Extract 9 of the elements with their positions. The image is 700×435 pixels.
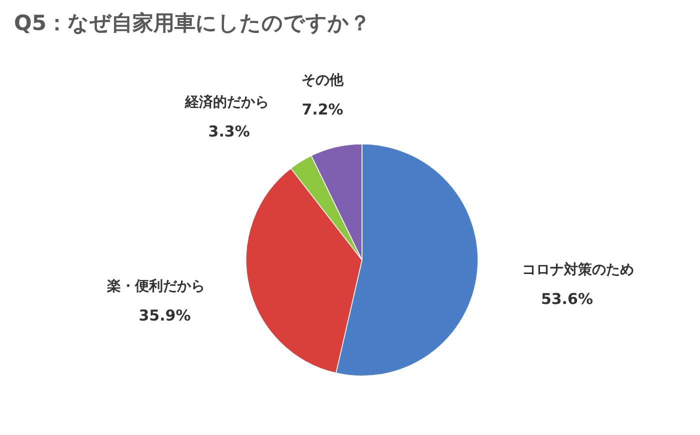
slice-label: コロナ対策のため — [522, 261, 634, 278]
slice-label: 経済的だから — [184, 94, 270, 111]
data-label: 35.9% — [138, 306, 191, 325]
data-label: 53.6% — [540, 290, 593, 308]
chart-title: Q5：なぜ自家用車にしたのですか？ — [14, 11, 370, 35]
data-label: 3.3% — [208, 122, 250, 141]
slice-label: その他 — [302, 72, 345, 88]
slice-label: 楽・便利だから — [106, 278, 205, 295]
data-label: 7.2% — [302, 100, 344, 118]
